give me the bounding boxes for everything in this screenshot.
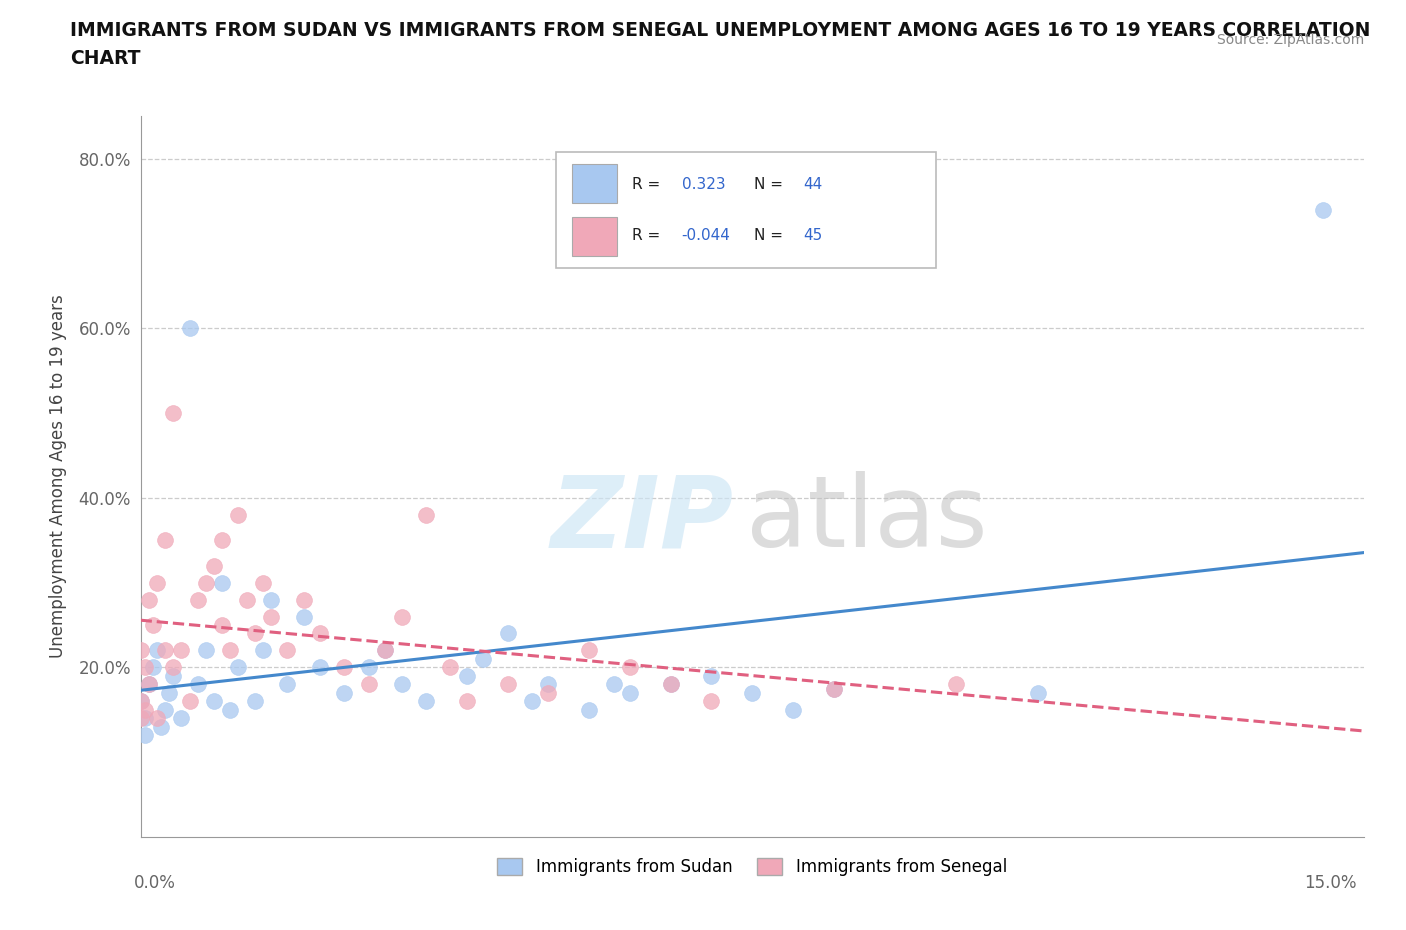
Point — [415, 508, 437, 523]
Text: IMMIGRANTS FROM SUDAN VS IMMIGRANTS FROM SENEGAL UNEMPLOYMENT AMONG AGES 16 TO 1: IMMIGRANTS FROM SUDAN VS IMMIGRANTS FROM… — [70, 21, 1371, 40]
Point — [252, 575, 274, 590]
Point — [252, 643, 274, 658]
Point — [219, 702, 242, 717]
Point — [456, 694, 478, 709]
Point — [782, 702, 804, 717]
Legend: Immigrants from Sudan, Immigrants from Senegal: Immigrants from Sudan, Immigrants from S… — [491, 851, 1014, 883]
Point — [138, 592, 160, 607]
Point — [142, 660, 165, 675]
Point — [153, 702, 176, 717]
Point — [157, 685, 180, 700]
Point — [129, 643, 152, 658]
Point — [219, 643, 242, 658]
Point — [276, 677, 298, 692]
Point — [187, 592, 209, 607]
Point — [138, 677, 160, 692]
Point — [1312, 202, 1334, 217]
Point — [260, 609, 283, 624]
Text: CHART: CHART — [70, 49, 141, 68]
Point — [142, 618, 165, 632]
Point — [134, 702, 156, 717]
Point — [194, 643, 217, 658]
Y-axis label: Unemployment Among Ages 16 to 19 years: Unemployment Among Ages 16 to 19 years — [49, 295, 67, 658]
Point — [357, 677, 380, 692]
Point — [741, 685, 763, 700]
Point — [374, 643, 396, 658]
Point — [162, 660, 184, 675]
Point — [537, 677, 560, 692]
Point — [578, 702, 600, 717]
Point — [659, 677, 682, 692]
Point — [170, 643, 193, 658]
Text: 0.0%: 0.0% — [134, 874, 176, 892]
Point — [333, 685, 356, 700]
Point — [150, 719, 172, 734]
Point — [659, 677, 682, 692]
Text: ZIP: ZIP — [551, 472, 734, 568]
Point — [146, 643, 169, 658]
Point — [134, 660, 156, 675]
Point — [228, 508, 250, 523]
Point — [823, 681, 845, 696]
Point — [374, 643, 396, 658]
Point — [138, 677, 160, 692]
Text: atlas: atlas — [747, 472, 988, 568]
Point — [309, 626, 332, 641]
Point — [211, 618, 233, 632]
Point — [211, 575, 233, 590]
Point — [578, 643, 600, 658]
Point — [129, 694, 152, 709]
Point — [496, 626, 519, 641]
Point — [134, 728, 156, 743]
Point — [537, 685, 560, 700]
Text: 15.0%: 15.0% — [1305, 874, 1357, 892]
Point — [228, 660, 250, 675]
Point — [700, 694, 723, 709]
Point — [187, 677, 209, 692]
Point — [619, 660, 641, 675]
Point — [391, 677, 413, 692]
Point — [202, 694, 225, 709]
Point — [243, 694, 266, 709]
Point — [292, 609, 315, 624]
Point — [153, 533, 176, 548]
Point — [456, 669, 478, 684]
Point — [129, 694, 152, 709]
Point — [179, 694, 201, 709]
Point — [235, 592, 257, 607]
Point — [146, 575, 169, 590]
Point — [439, 660, 461, 675]
Point — [333, 660, 356, 675]
Point — [357, 660, 380, 675]
Point — [945, 677, 967, 692]
Point — [179, 321, 201, 336]
Point — [170, 711, 193, 725]
Point — [202, 558, 225, 573]
Point — [146, 711, 169, 725]
Point — [602, 677, 624, 692]
Point — [260, 592, 283, 607]
Point — [823, 681, 845, 696]
Point — [619, 685, 641, 700]
Point — [129, 711, 152, 725]
Point — [134, 711, 156, 725]
Point — [162, 405, 184, 420]
Point — [415, 694, 437, 709]
Point — [211, 533, 233, 548]
Point — [243, 626, 266, 641]
Point — [194, 575, 217, 590]
Point — [162, 669, 184, 684]
Point — [153, 643, 176, 658]
Point — [309, 660, 332, 675]
Point — [496, 677, 519, 692]
Point — [520, 694, 543, 709]
Text: Source: ZipAtlas.com: Source: ZipAtlas.com — [1216, 33, 1364, 46]
Point — [292, 592, 315, 607]
Point — [1026, 685, 1049, 700]
Point — [472, 652, 495, 667]
Point — [276, 643, 298, 658]
Point — [700, 669, 723, 684]
Point — [391, 609, 413, 624]
